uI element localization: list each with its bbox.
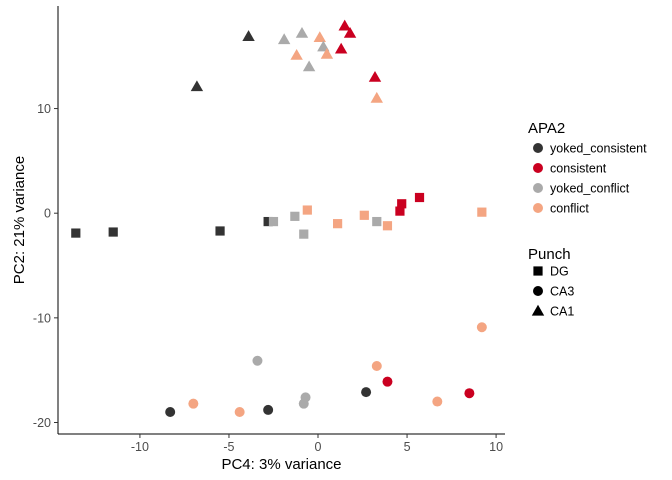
data-point xyxy=(382,221,393,231)
data-point xyxy=(371,360,382,371)
data-point xyxy=(295,27,309,38)
color-legend-key xyxy=(533,163,543,173)
data-point xyxy=(71,228,81,238)
x-tick-label: -10 xyxy=(131,440,149,454)
shape-legend-key xyxy=(533,266,543,276)
data-point xyxy=(464,388,475,399)
color-legend: APA2 yoked_consistent consistent yoked_con… xyxy=(528,120,647,216)
data-point xyxy=(414,192,425,203)
data-point xyxy=(165,407,176,418)
data-point xyxy=(277,33,291,45)
data-point xyxy=(332,219,343,229)
data-point xyxy=(320,47,334,59)
data-point xyxy=(343,27,357,38)
data-point xyxy=(263,216,273,227)
shape-legend-key xyxy=(531,304,545,316)
data-point xyxy=(317,40,330,52)
color-legend-label: conflict xyxy=(550,202,589,216)
x-tick-label: 0 xyxy=(315,440,322,454)
axes xyxy=(57,6,505,435)
color-legend-label: yoked_consistent xyxy=(550,142,647,156)
data-point xyxy=(368,70,382,82)
color-legend-key xyxy=(533,203,543,213)
y-axis-title: PC2: 21% variance xyxy=(11,156,28,284)
x-tick-label: 10 xyxy=(489,440,503,454)
data-point xyxy=(395,206,405,216)
data-point xyxy=(313,31,326,42)
shape-legend-title: Punch xyxy=(528,246,571,263)
shape-legend-label: CA1 xyxy=(550,305,574,319)
data-point xyxy=(290,211,300,221)
points-layer xyxy=(71,19,487,418)
y-tick-label: 0 xyxy=(44,207,51,221)
color-legend-label: consistent xyxy=(550,162,607,176)
data-point xyxy=(334,42,348,54)
data-point xyxy=(190,80,204,92)
data-point xyxy=(242,30,255,41)
data-point xyxy=(361,387,372,398)
data-point xyxy=(263,404,274,415)
data-point xyxy=(299,229,309,239)
y-tick-label: -10 xyxy=(33,311,51,325)
color-legend-label: yoked_conflict xyxy=(550,182,630,196)
shape-legend-label: DG xyxy=(550,265,569,279)
shape-legend-label: CA3 xyxy=(550,285,574,299)
data-point xyxy=(300,392,311,403)
data-point xyxy=(234,407,245,418)
data-point xyxy=(188,398,199,409)
shape-legend: Punch DG CA3 CA1 xyxy=(528,246,574,319)
x-tick-label: 5 xyxy=(404,440,411,454)
data-point xyxy=(268,216,279,227)
x-tick-label: -5 xyxy=(223,440,234,454)
color-legend-title: APA2 xyxy=(528,120,565,137)
data-point xyxy=(476,322,487,333)
data-point xyxy=(372,216,382,227)
data-point xyxy=(290,48,303,60)
data-point xyxy=(432,396,443,407)
shape-legend-key xyxy=(533,286,543,296)
data-point xyxy=(477,207,487,217)
y-tick-label: -20 xyxy=(33,416,51,430)
data-point xyxy=(370,91,383,103)
color-legend-key xyxy=(533,183,543,193)
color-legend-key xyxy=(533,143,543,153)
y-tick-label: 10 xyxy=(37,102,51,116)
data-point xyxy=(302,60,316,72)
data-point xyxy=(215,226,225,236)
data-point xyxy=(382,376,393,387)
data-point xyxy=(108,227,118,237)
ticks: -10 -5 0 5 10 -20 -10 0 10 xyxy=(33,102,503,454)
data-point xyxy=(338,19,351,31)
data-point xyxy=(302,205,312,215)
data-point xyxy=(359,210,369,220)
data-point xyxy=(252,355,263,366)
x-axis-title: PC4: 3% variance xyxy=(221,456,341,473)
data-point xyxy=(397,199,407,209)
